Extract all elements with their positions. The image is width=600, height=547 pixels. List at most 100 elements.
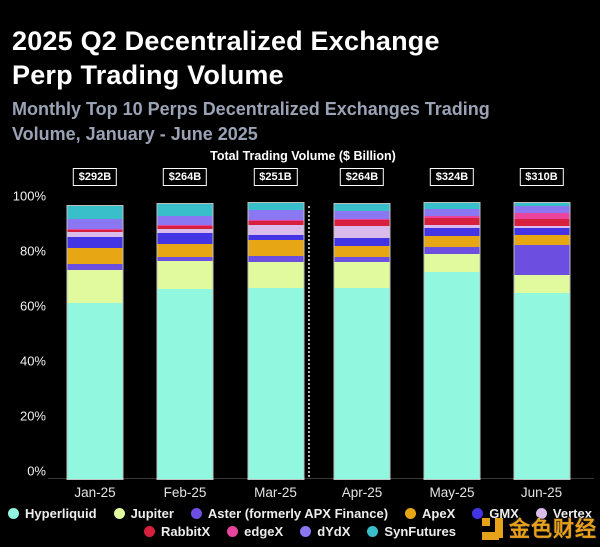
bar-segment-Hyperliquid[interactable] xyxy=(334,287,390,479)
y-tick-label: 60% xyxy=(0,299,46,314)
bar-segment-Jupiter[interactable] xyxy=(248,261,303,288)
bar-segment-GMX[interactable] xyxy=(67,236,123,249)
bar-segment-Vertex[interactable] xyxy=(248,224,303,236)
legend-item-Vertex[interactable]: Vertex xyxy=(535,506,592,521)
y-tick-label: 0% xyxy=(0,464,46,479)
legend-item-RabbitX[interactable]: RabbitX xyxy=(144,524,210,539)
total-volume-label: $264B xyxy=(339,168,385,186)
bar-segment-Aster[interactable] xyxy=(157,256,213,262)
bar-segment-dYdX[interactable] xyxy=(334,211,390,219)
bar-segment-dYdX[interactable] xyxy=(67,218,123,229)
bar-segment-SynFutures[interactable] xyxy=(334,203,390,212)
legend-swatch-icon xyxy=(8,508,20,519)
stacked-bar-Jun-25[interactable] xyxy=(513,202,570,480)
legend-item-ApeX[interactable]: ApeX xyxy=(405,506,455,521)
bar-segment-dYdX[interactable] xyxy=(514,206,569,213)
bar-segment-SynFutures[interactable] xyxy=(67,205,123,219)
bar-segment-edgeX[interactable] xyxy=(157,225,213,227)
bar-segment-Hyperliquid[interactable] xyxy=(248,287,303,479)
total-volume-label: $310B xyxy=(519,168,564,186)
total-volume-label: $251B xyxy=(253,168,298,186)
stacked-bar-Feb-25[interactable] xyxy=(156,202,214,480)
bar-segment-Vertex[interactable] xyxy=(514,226,569,228)
legend-item-Jupiter[interactable]: Jupiter xyxy=(113,506,174,521)
legend-item-SynFutures[interactable]: SynFutures xyxy=(367,524,456,539)
bar-segment-edgeX[interactable] xyxy=(334,218,390,221)
bar-segment-Jupiter[interactable] xyxy=(157,261,213,290)
bar-segment-ApeX[interactable] xyxy=(248,240,303,257)
bar-segment-Jupiter[interactable] xyxy=(67,270,123,304)
bar-segment-RabbitX[interactable] xyxy=(334,220,390,227)
legend-label: dYdX xyxy=(317,524,351,539)
bar-segment-RabbitX[interactable] xyxy=(248,221,303,225)
x-axis-line xyxy=(48,478,594,479)
stacked-bar-Mar-25[interactable] xyxy=(247,202,304,480)
bar-segment-Hyperliquid[interactable] xyxy=(67,303,123,479)
bar-segment-ApeX[interactable] xyxy=(67,248,123,265)
bar-segment-Aster[interactable] xyxy=(67,264,123,271)
bar-segment-edgeX[interactable] xyxy=(248,220,303,222)
legend-item-edgeX[interactable]: edgeX xyxy=(227,524,283,539)
stacked-bar-Jan-25[interactable] xyxy=(66,204,124,480)
bar-segment-GMX[interactable] xyxy=(334,238,390,246)
bar-segment-GMX[interactable] xyxy=(248,235,303,241)
bar-segment-ApeX[interactable] xyxy=(157,244,213,257)
bar-segment-Jupiter[interactable] xyxy=(514,274,569,294)
x-tick-label-Mar-25: Mar-25 xyxy=(254,485,297,500)
bar-segment-Hyperliquid[interactable] xyxy=(157,289,213,479)
legend-swatch-icon xyxy=(367,526,379,537)
bar-segment-SynFutures[interactable] xyxy=(514,203,569,207)
bar-segment-ApeX[interactable] xyxy=(424,236,480,248)
bar-segment-edgeX[interactable] xyxy=(514,212,569,219)
legend-swatch-icon xyxy=(190,508,202,519)
bar-segment-SynFutures[interactable] xyxy=(157,203,213,217)
bar-segment-dYdX[interactable] xyxy=(248,210,303,221)
jinse-logo-icon xyxy=(481,516,505,540)
bar-segment-Aster[interactable] xyxy=(334,257,390,262)
legend-swatch-icon xyxy=(405,508,417,519)
bar-segment-edgeX[interactable] xyxy=(67,229,123,230)
bar-segment-Aster[interactable] xyxy=(514,244,569,275)
bar-segment-ApeX[interactable] xyxy=(514,234,569,245)
bar-segment-GMX[interactable] xyxy=(424,228,480,237)
legend-label: Jupiter xyxy=(130,506,174,521)
bar-segment-Vertex[interactable] xyxy=(424,225,480,229)
x-tick-label-Feb-25: Feb-25 xyxy=(163,485,207,500)
bar-segment-dYdX[interactable] xyxy=(424,209,480,216)
bar-segment-Vertex[interactable] xyxy=(334,226,390,239)
bar-segment-Jupiter[interactable] xyxy=(424,253,480,273)
legend-item-dYdX[interactable]: dYdX xyxy=(300,524,350,539)
bar-segment-dYdX[interactable] xyxy=(157,216,213,226)
x-tick-label-Jun-25: Jun-25 xyxy=(520,485,563,500)
bar-segment-GMX[interactable] xyxy=(514,227,569,235)
bar-segment-Aster[interactable] xyxy=(248,256,303,262)
legend-swatch-icon xyxy=(227,526,239,537)
bar-segment-edgeX[interactable] xyxy=(424,215,480,218)
page-subtitle: Monthly Top 10 Perps Decentralized Excha… xyxy=(12,97,490,147)
bar-segment-Aster[interactable] xyxy=(424,247,480,254)
bar-segment-RabbitX[interactable] xyxy=(67,229,123,232)
bar-segment-RabbitX[interactable] xyxy=(424,217,480,226)
bar-segment-Vertex[interactable] xyxy=(67,231,123,237)
legend-label: Vertex xyxy=(552,506,592,521)
bar-segment-RabbitX[interactable] xyxy=(514,218,569,227)
y-tick-text: 80% xyxy=(19,243,46,259)
bar-segment-SynFutures[interactable] xyxy=(424,203,480,210)
quarter-separator-line xyxy=(307,206,310,477)
stacked-bar-May-25[interactable] xyxy=(423,202,481,480)
legend-item-Hyperliquid[interactable]: Hyperliquid xyxy=(8,506,97,521)
bar-segment-Jupiter[interactable] xyxy=(334,261,390,288)
stacked-bar-Apr-25[interactable] xyxy=(333,202,391,480)
legend-item-Aster[interactable]: Aster (formerly APX Finance) xyxy=(190,506,388,521)
bar-segment-SynFutures[interactable] xyxy=(248,203,303,211)
bar-segment-RabbitX[interactable] xyxy=(157,226,213,229)
bar-segment-Hyperliquid[interactable] xyxy=(514,293,569,479)
bar-segment-Vertex[interactable] xyxy=(157,228,213,233)
bar-segment-GMX[interactable] xyxy=(157,232,213,245)
legend-label: ApeX xyxy=(422,506,456,521)
bar-segment-Hyperliquid[interactable] xyxy=(424,272,480,479)
bar-segment-ApeX[interactable] xyxy=(334,245,390,258)
page-title-line2: Perp Trading Volume xyxy=(12,60,284,90)
watermark: 金色财经 xyxy=(481,513,597,543)
legend-item-GMX[interactable]: GMX xyxy=(472,506,519,521)
